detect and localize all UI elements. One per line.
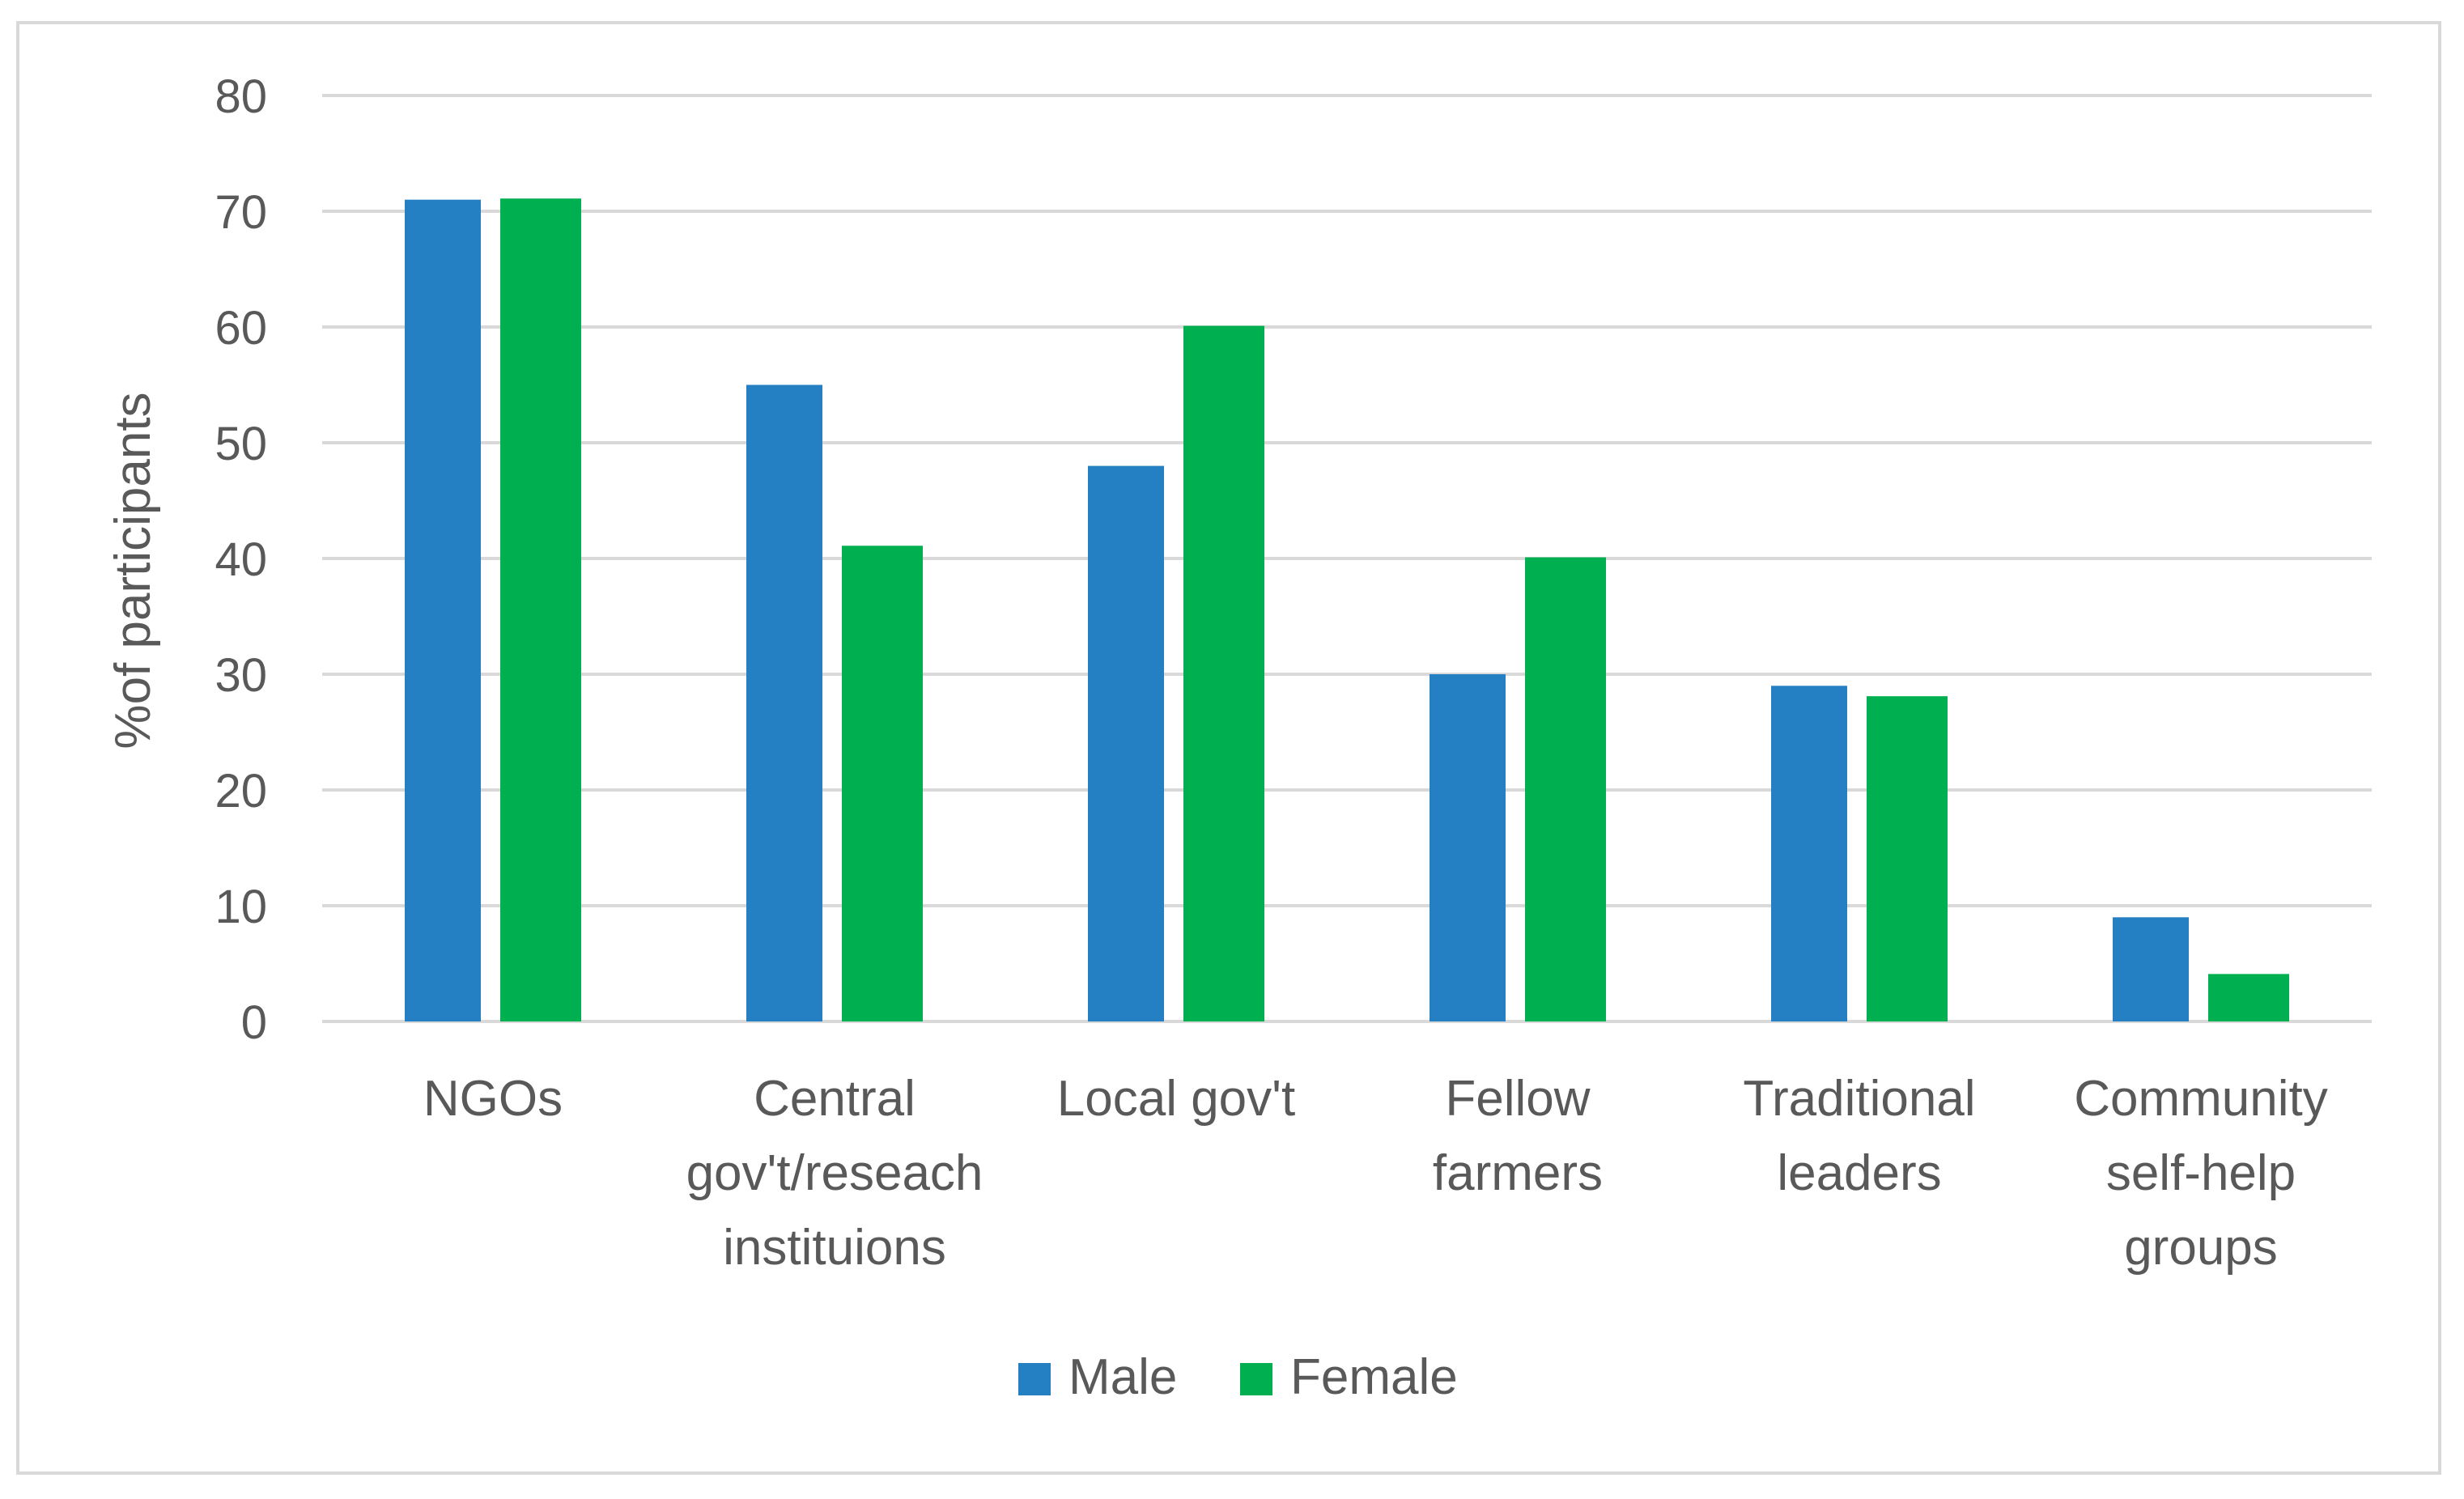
x-category-label: Traditional [1743,1071,1975,1127]
legend-swatch-male [1018,1363,1051,1395]
y-tick-label: 10 [215,881,267,933]
x-category-label: instituions [723,1220,946,1276]
legend-swatch-female [1240,1363,1272,1395]
x-category-label: gov't/reseach [686,1145,983,1201]
x-category-label: Community [2074,1071,2328,1127]
bars [405,198,2289,1021]
y-tick-label: 60 [215,302,267,355]
y-tick-label: 80 [215,70,267,123]
y-tick-label: 50 [215,418,267,470]
bar-male-2 [1088,465,1164,1021]
legend-label-male: Male [1068,1349,1177,1405]
bar-male-0 [405,199,481,1021]
x-category-label: farmers [1433,1145,1603,1201]
x-category-label: Fellow [1445,1071,1590,1127]
bar-female-3 [1525,557,1606,1021]
bar-male-3 [1430,674,1506,1021]
bar-female-1 [842,546,923,1021]
bar-male-5 [2113,917,2189,1021]
x-category-label: self-help [2106,1145,2296,1201]
legend-label-female: Female [1290,1349,1458,1405]
bar-female-4 [1867,696,1948,1021]
x-category-label: groups [2124,1220,2278,1276]
x-category-label: Local gov't [1057,1071,1295,1127]
x-category-label: NGOs [423,1071,563,1127]
x-axis-categories: NGOs Central gov't/reseach instituions Local… [423,1071,2328,1276]
y-tick-label: 70 [215,186,267,239]
legend: Male Female [1018,1349,1458,1405]
y-axis-label: %of participants [105,392,161,749]
x-category-label: leaders [1777,1145,1941,1201]
bar-male-4 [1771,686,1847,1021]
bar-female-0 [500,198,581,1021]
y-tick-label: 30 [215,649,267,702]
y-tick-label: 0 [241,996,267,1049]
bar-female-5 [2208,974,2289,1021]
bar-female-2 [1183,325,1264,1021]
y-tick-label: 40 [215,533,267,586]
gridlines [322,94,2372,1023]
y-tick-label: 20 [215,765,267,817]
x-category-label: Central [754,1071,916,1127]
y-axis-ticks: 0 10 20 30 40 50 60 70 80 [215,70,267,1049]
bar-male-1 [746,384,822,1021]
